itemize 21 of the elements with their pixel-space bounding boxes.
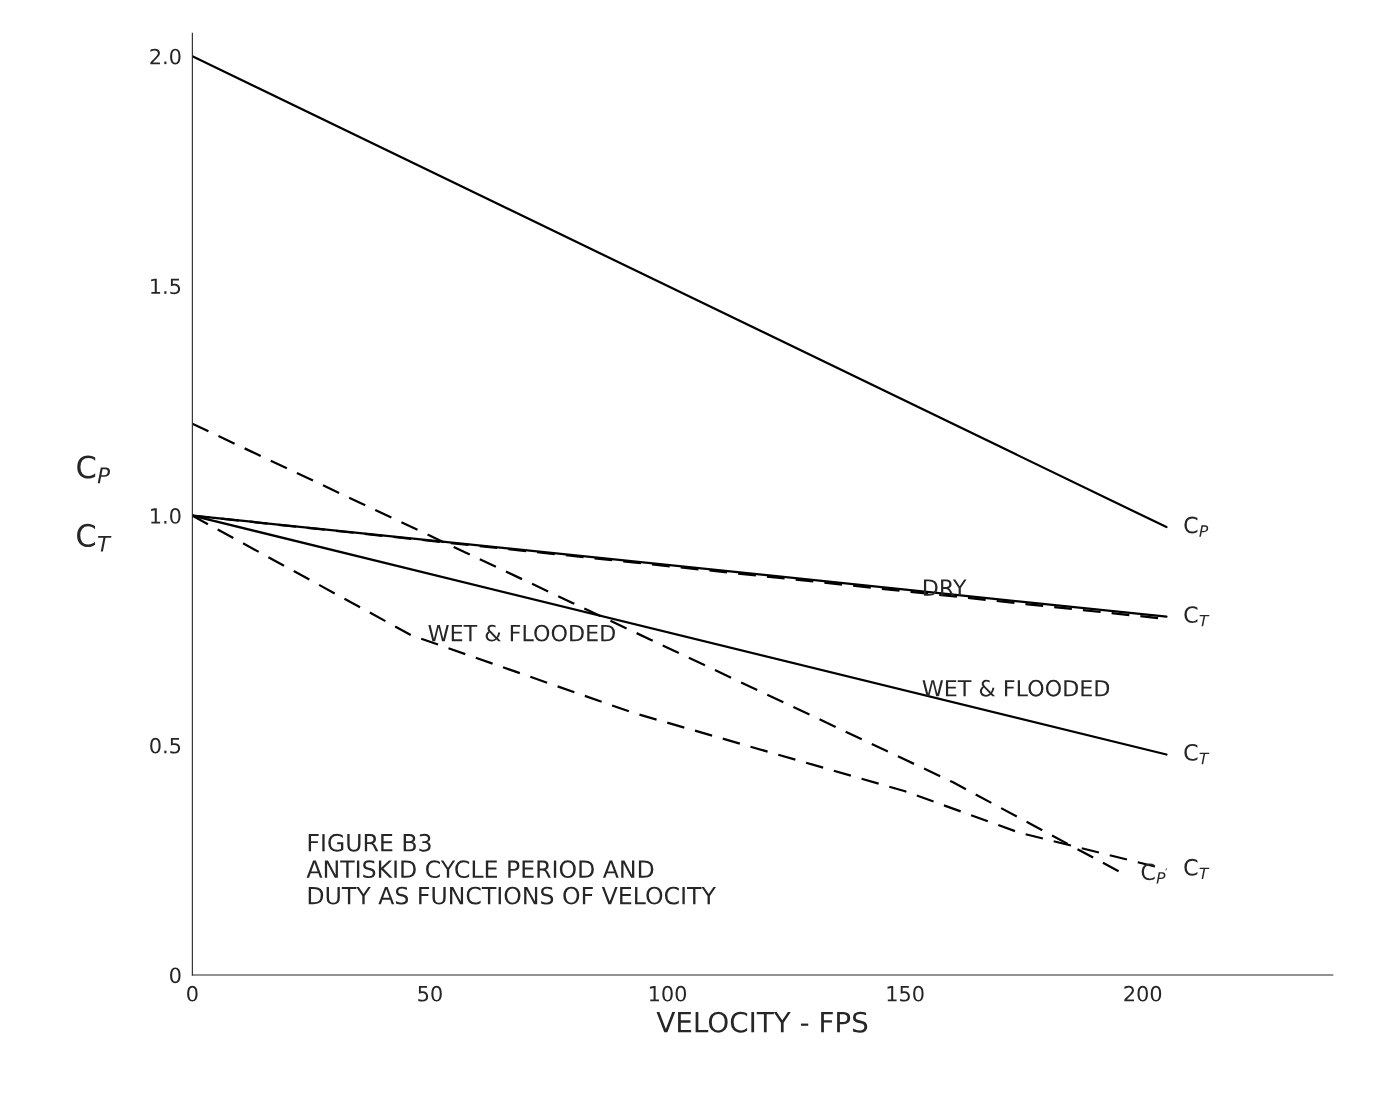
text: C$_{P}$ C$_{T}$ xyxy=(77,455,112,552)
y-tick-label: 0.5 xyxy=(150,737,181,754)
annotation: FIGURE B3 ANTISKID CYCLE PERIOD AND DUTY AS FUNCTIONS OF VELOCITY xyxy=(306,833,716,905)
annotation: DRY xyxy=(923,579,967,596)
annotation: C$_{T}$ xyxy=(1184,858,1210,879)
y-tick-label: 0 xyxy=(170,967,181,984)
annotation: C$_{T}$ xyxy=(1184,743,1210,765)
x-tick-label: 150 xyxy=(887,985,924,1002)
y-tick-label: 1.0 xyxy=(151,508,181,524)
y-tick-label: 1.5 xyxy=(151,278,181,295)
x-tick-label: 0 xyxy=(187,985,198,1002)
x-axis-title: VELOCITY - FPS xyxy=(656,1011,868,1033)
annotation: WET & FLOODED xyxy=(922,679,1110,697)
annotation: C$_{P}$ xyxy=(1141,863,1166,884)
annotation: WET & FLOODED xyxy=(428,624,615,642)
annotation: C$_{P}$ xyxy=(1184,516,1209,537)
x-tick-label: 50 xyxy=(418,985,442,1002)
y-tick-label: 2.0 xyxy=(150,48,181,65)
x-tick-label: 100 xyxy=(649,985,687,1002)
x-tick-label: 200 xyxy=(1124,985,1162,1002)
annotation: C$_{T}$ xyxy=(1184,606,1210,627)
